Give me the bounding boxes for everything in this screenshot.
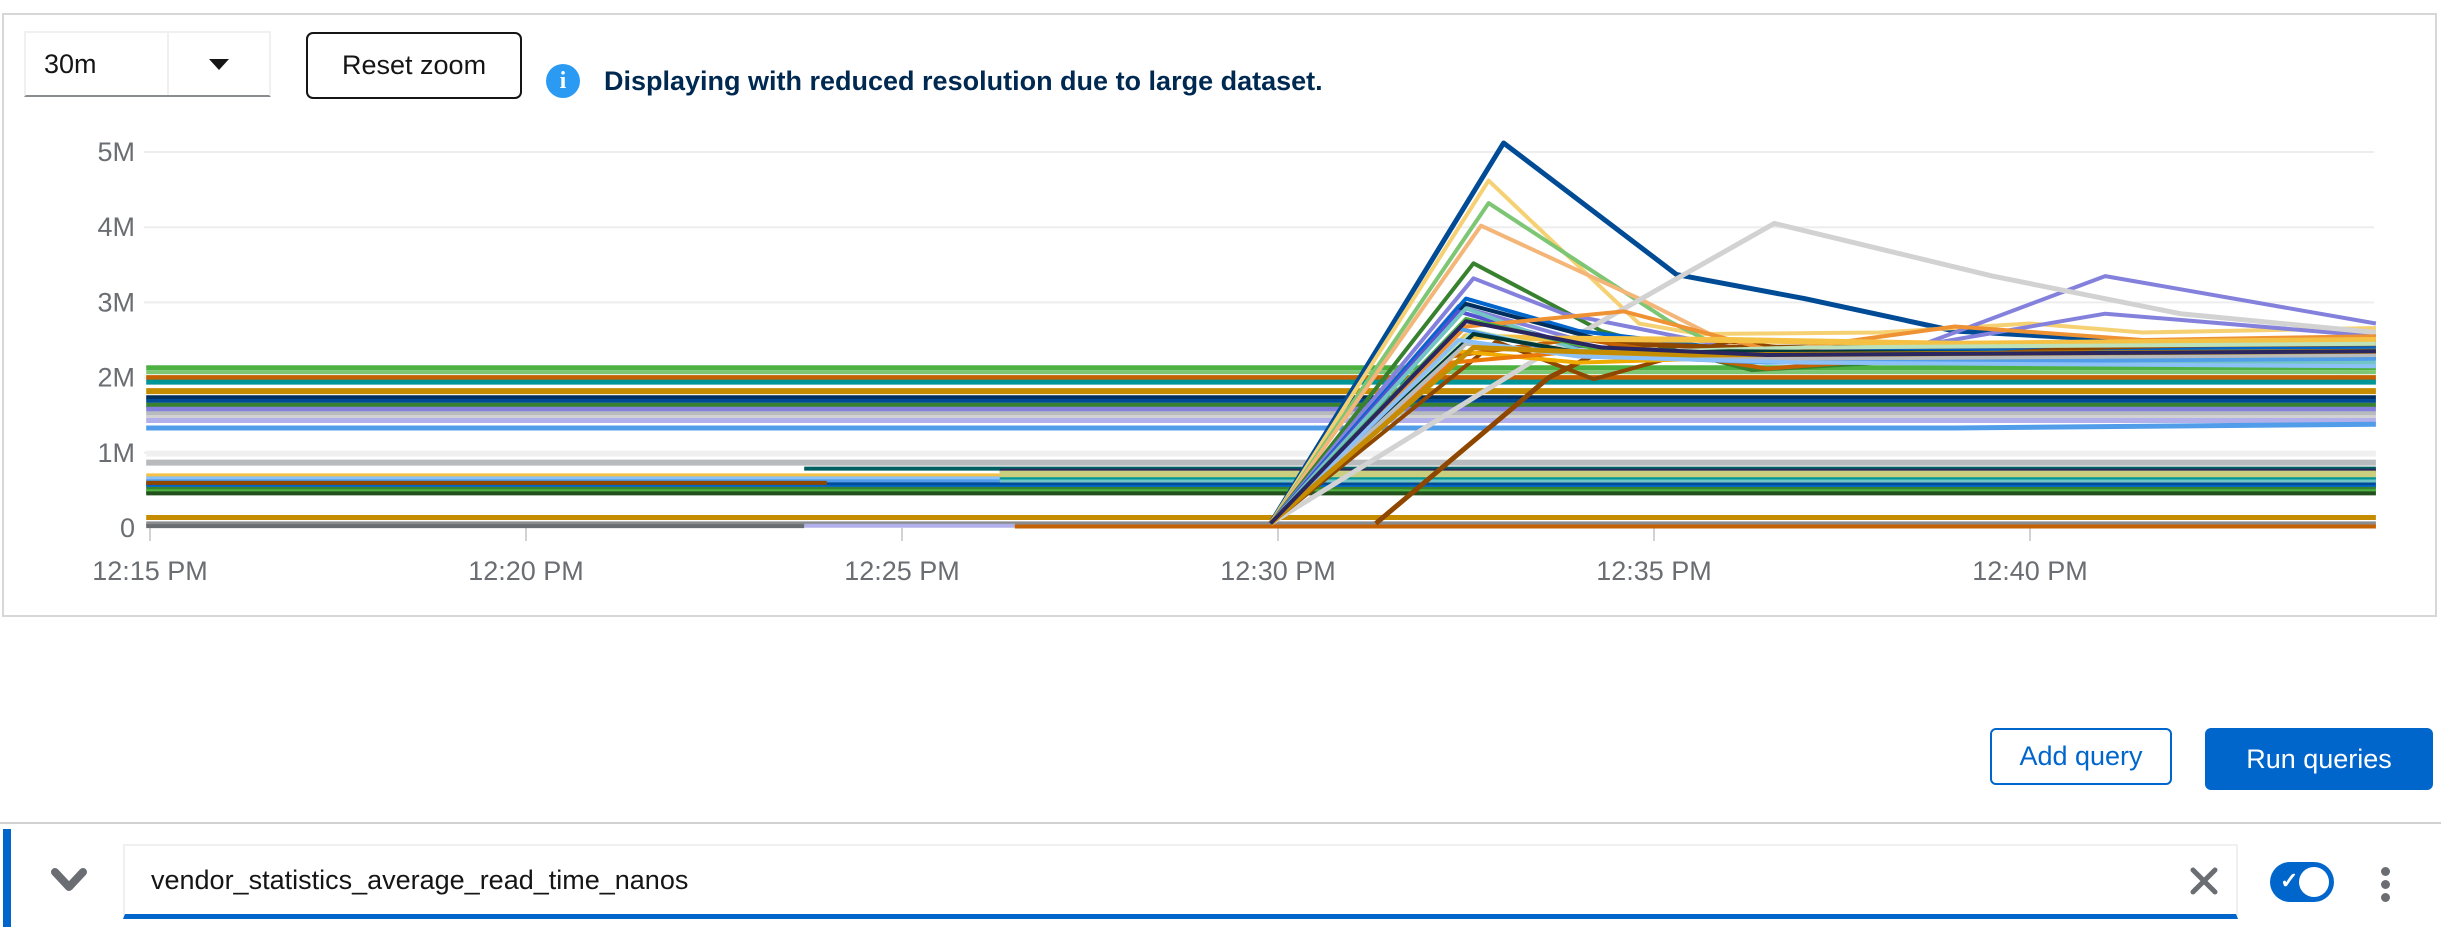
query-section-divider bbox=[0, 822, 2441, 824]
chart-panel: 0 1M 2M 3M 4M 5M 12:15 PM 12:20 PM 12:25 PM 12:30… bbox=[2, 13, 2437, 617]
query-accent-bar bbox=[3, 829, 11, 927]
clear-x-icon bbox=[2187, 867, 2221, 901]
svg-text:0: 0 bbox=[120, 513, 135, 543]
svg-text:12:35 PM: 12:35 PM bbox=[1596, 556, 1712, 586]
time-range-value: 30m bbox=[44, 48, 97, 79]
add-query-button[interactable]: Add query bbox=[1990, 728, 2172, 785]
svg-text:3M: 3M bbox=[97, 287, 135, 317]
query-expand-toggle[interactable] bbox=[43, 855, 95, 907]
clear-query-button[interactable] bbox=[2184, 862, 2224, 902]
run-queries-button[interactable]: Run queries bbox=[2205, 728, 2433, 790]
select-divider bbox=[167, 33, 169, 95]
svg-text:12:15 PM: 12:15 PM bbox=[92, 556, 208, 586]
alert-message: Displaying with reduced resolution due t… bbox=[604, 65, 1323, 96]
kebab-icon bbox=[2380, 866, 2390, 876]
svg-text:2M: 2M bbox=[97, 363, 135, 393]
query-enabled-toggle[interactable]: ✓ bbox=[2270, 862, 2334, 902]
svg-text:12:20 PM: 12:20 PM bbox=[468, 556, 584, 586]
svg-text:1M: 1M bbox=[97, 438, 135, 468]
reset-zoom-button[interactable]: Reset zoom bbox=[306, 32, 523, 99]
check-icon: ✓ bbox=[2280, 868, 2299, 893]
toggle-knob bbox=[2299, 867, 2329, 897]
metrics-chart[interactable]: 0 1M 2M 3M 4M 5M 12:15 PM 12:20 PM 12:25 PM 12:30… bbox=[4, 15, 2435, 618]
svg-text:5M: 5M bbox=[97, 137, 135, 167]
query-input[interactable] bbox=[123, 844, 2238, 919]
time-range-select[interactable]: 30m bbox=[24, 31, 271, 97]
info-icon: i bbox=[546, 64, 580, 98]
query-kebab-menu-button[interactable] bbox=[2363, 856, 2407, 912]
svg-text:12:25 PM: 12:25 PM bbox=[844, 556, 960, 586]
svg-text:12:40 PM: 12:40 PM bbox=[1972, 556, 2088, 586]
svg-text:4M: 4M bbox=[97, 212, 135, 242]
svg-text:12:30 PM: 12:30 PM bbox=[1220, 556, 1336, 586]
query-row bbox=[123, 844, 2238, 919]
reduced-resolution-alert: i Displaying with reduced resolution due… bbox=[546, 48, 1323, 114]
chevron-down-icon bbox=[49, 867, 89, 898]
caret-down-icon bbox=[169, 58, 269, 70]
